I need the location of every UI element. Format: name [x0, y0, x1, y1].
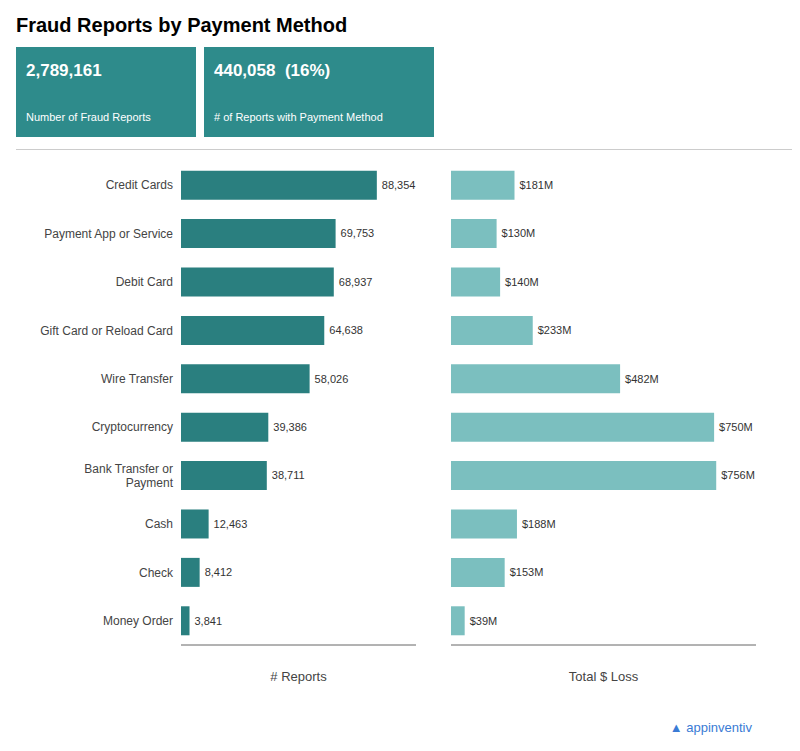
svg-text:68,937: 68,937: [339, 276, 373, 288]
svg-text:Cryptocurrency: Cryptocurrency: [92, 420, 173, 434]
svg-text:$140M: $140M: [505, 276, 539, 288]
svg-text:12,463: 12,463: [214, 518, 248, 530]
html-text:Fraud Reports by Payment Metho: Fraud Reports by Payment Method: [16, 14, 348, 36]
svg-text:$188M: $188M: [522, 518, 556, 530]
svg-text:8,412: 8,412: [205, 566, 233, 578]
svg-text:64,638: 64,638: [329, 324, 363, 336]
svg-text:Money Order: Money Order: [103, 614, 173, 628]
svg-text:58,026: 58,026: [315, 373, 349, 385]
svg-text:$756M: $756M: [721, 469, 755, 481]
svg-text:Cash: Cash: [145, 517, 173, 531]
svg-text:3,841: 3,841: [195, 615, 223, 627]
svg-text:$233M: $233M: [538, 324, 572, 336]
html-text:440,058 (16%): 440,058 (16%): [214, 61, 331, 80]
svg-text:Bank Transfer orPayment: Bank Transfer orPayment: [84, 462, 173, 490]
svg-text:Credit Cards: Credit Cards: [106, 178, 173, 192]
svg-text:$750M: $750M: [719, 421, 753, 433]
svg-text:Payment App or Service: Payment App or Service: [44, 227, 173, 241]
svg-text:$130M: $130M: [502, 227, 536, 239]
svg-text:88,354: 88,354: [382, 179, 416, 191]
html-text:# of Reports with Payment Meth: # of Reports with Payment Method: [214, 111, 383, 123]
svg-text:Total $ Loss: Total $ Loss: [569, 669, 639, 684]
svg-text:$39M: $39M: [470, 615, 498, 627]
html-text:Number of Fraud Reports: Number of Fraud Reports: [26, 111, 151, 123]
svg-text:Check: Check: [139, 566, 174, 580]
html-text:2,789,161: 2,789,161: [26, 61, 102, 80]
svg-text:38,711: 38,711: [272, 469, 305, 481]
html-text:▲ appinventiv: ▲ appinventiv: [669, 720, 752, 735]
svg-text:Wire Transfer: Wire Transfer: [101, 372, 173, 386]
svg-text:$153M: $153M: [510, 566, 544, 578]
svg-text:$181M: $181M: [519, 179, 553, 191]
svg-text:$482M: $482M: [625, 373, 659, 385]
svg-text:Gift Card or Reload Card: Gift Card or Reload Card: [40, 324, 173, 338]
svg-text:39,386: 39,386: [273, 421, 307, 433]
svg-text:# Reports: # Reports: [270, 669, 327, 684]
svg-text:Debit Card: Debit Card: [116, 275, 173, 289]
svg-text:69,753: 69,753: [341, 227, 375, 239]
